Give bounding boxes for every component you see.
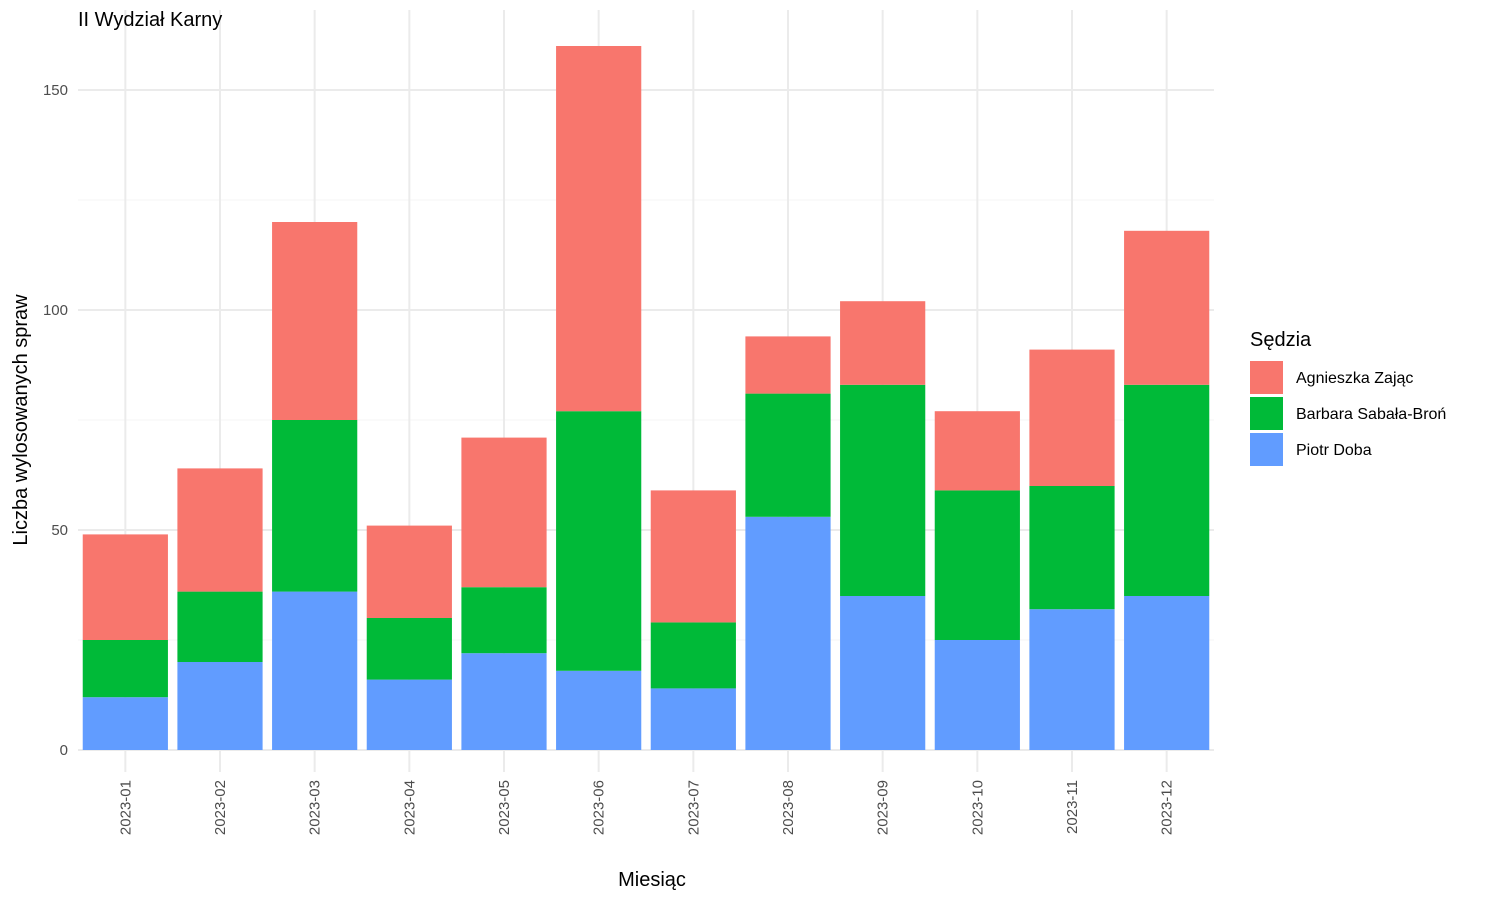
bar-segment <box>366 679 452 750</box>
bar-segment <box>461 587 547 654</box>
bar-segment <box>1029 609 1115 750</box>
bar-segment <box>556 670 642 750</box>
y-axis-title: Liczba wylosowanych spraw <box>10 294 32 546</box>
bar-segment <box>745 516 831 750</box>
y-tick-label: 0 <box>60 742 68 759</box>
legend-label: Piotr Doba <box>1296 442 1372 459</box>
bar-segment <box>272 222 358 420</box>
bar-segment <box>177 662 263 750</box>
x-tick-label: 2023-11 <box>1064 780 1081 834</box>
bar-segment <box>1029 486 1115 610</box>
bar-segment <box>745 336 831 394</box>
bar-segment <box>1124 384 1210 596</box>
bar-segment <box>82 534 168 640</box>
bar-segment <box>745 393 831 517</box>
y-tick-label: 50 <box>51 522 68 539</box>
legend-key <box>1250 397 1283 430</box>
x-tick-label: 2023-12 <box>1159 780 1176 835</box>
bar-segment <box>366 525 452 618</box>
bar-segment <box>366 618 452 680</box>
bar-segment <box>272 591 358 750</box>
x-tick-label: 2023-05 <box>496 780 513 835</box>
bar-segment <box>934 411 1020 491</box>
bar-segment <box>840 301 926 385</box>
bar-segment <box>461 653 547 750</box>
x-tick-label: 2023-08 <box>780 780 797 835</box>
x-tick-label: 2023-10 <box>969 780 986 835</box>
bar-segment <box>934 640 1020 750</box>
legend: Sędzia Agnieszka Zając Barbara Sabała-Bro… <box>1250 329 1446 466</box>
bar-segment <box>934 490 1020 640</box>
legend-label: Agnieszka Zając <box>1296 370 1413 387</box>
y-tick-label: 100 <box>43 302 68 319</box>
legend-key <box>1250 361 1283 394</box>
bar-segment <box>650 688 736 750</box>
x-tick-label: 2023-03 <box>307 780 324 835</box>
bar-segment <box>650 490 736 623</box>
bar-segment <box>177 468 263 592</box>
bar-segment <box>1029 349 1115 486</box>
bar-segment <box>650 622 736 689</box>
bar-segment <box>272 420 358 592</box>
bar-segment <box>82 697 168 750</box>
legend-label: Barbara Sabała-Broń <box>1296 406 1446 423</box>
bar-segment <box>82 640 168 698</box>
x-tick-label: 2023-09 <box>875 780 892 835</box>
y-tick-label: 150 <box>43 82 68 99</box>
x-axis-ticks: 2023-01 2023-02 2023-03 2023-04 2023-05 2023-… <box>117 780 1175 835</box>
bars <box>82 46 1210 750</box>
bar-segment <box>461 437 547 588</box>
x-tick-label: 2023-01 <box>117 780 134 835</box>
bar-segment <box>556 46 642 412</box>
bar-segment <box>1124 596 1210 750</box>
x-tick-label: 2023-07 <box>685 780 702 835</box>
chart-title: II Wydział Karny <box>78 9 222 31</box>
bar-segment <box>840 384 926 596</box>
bar-segment <box>177 591 263 662</box>
x-tick-label: 2023-06 <box>591 780 608 835</box>
bar-segment <box>840 596 926 750</box>
y-axis-ticks: 0 50 100 150 <box>43 82 68 759</box>
x-tick-label: 2023-04 <box>401 780 418 835</box>
bar-segment <box>1124 230 1210 385</box>
legend-key <box>1250 433 1283 466</box>
x-tick-label: 2023-02 <box>212 780 229 835</box>
bar-segment <box>556 411 642 671</box>
x-axis-title: Miesiąc <box>618 869 686 891</box>
legend-title: Sędzia <box>1250 329 1312 351</box>
